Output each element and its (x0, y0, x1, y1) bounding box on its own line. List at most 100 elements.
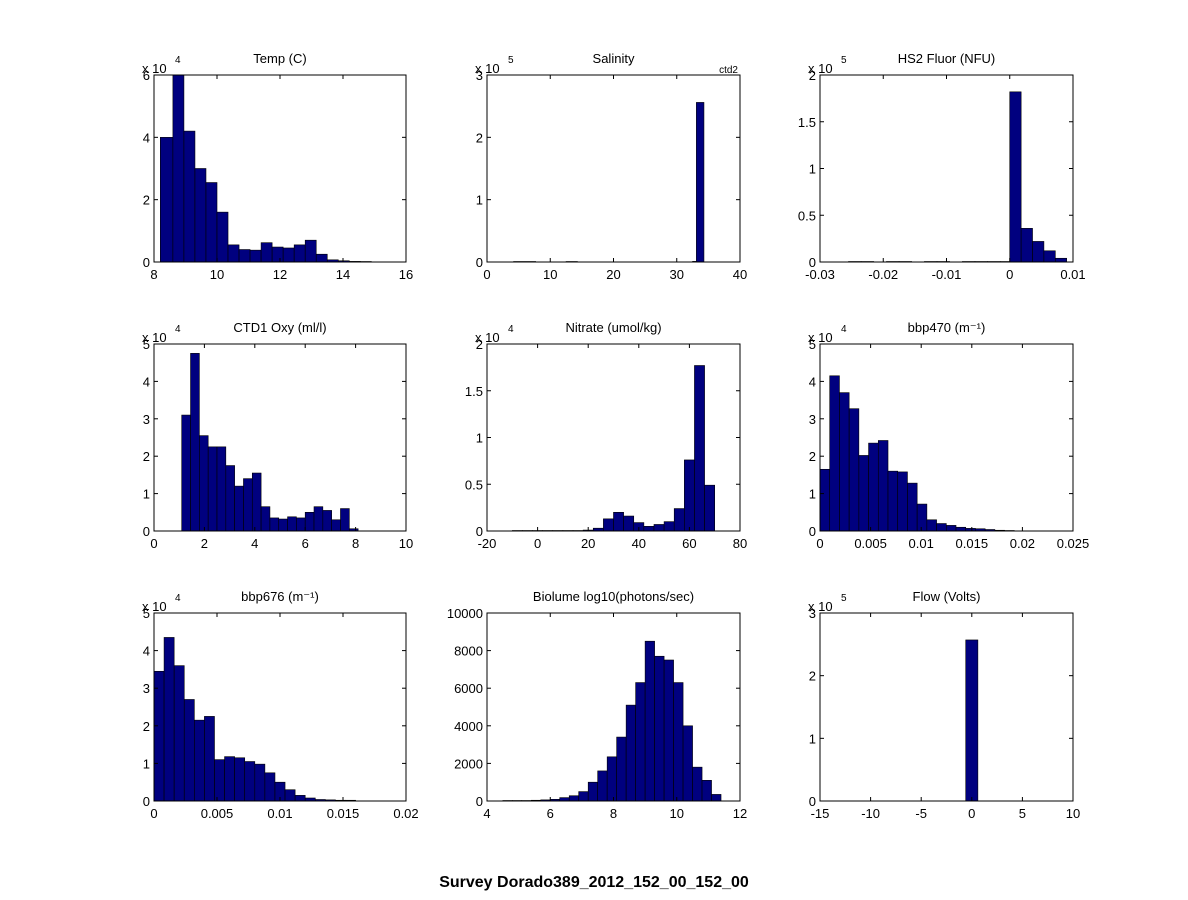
y-tick-label: 1 (476, 193, 483, 208)
y-tick-label: 0 (476, 255, 483, 270)
histogram-bar (1032, 241, 1045, 263)
histogram-panel-2: 0 10 20 30 40 0 1 2 3x 10 5 Salinity ctd2 (475, 51, 747, 282)
histogram-bar (568, 795, 580, 802)
histogram-bar (251, 472, 262, 532)
histogram-bar (559, 797, 570, 802)
y-tick-label: 3 (143, 681, 150, 696)
y-tick-label: 0 (143, 524, 150, 539)
y-tick-label: 4000 (454, 719, 483, 734)
x-tick-label: 0.015 (956, 536, 989, 551)
histogram-bar (313, 506, 324, 532)
x-tick-label: 4 (251, 536, 258, 551)
y-tick-label: 0 (809, 524, 816, 539)
y-tick-label: 1 (143, 756, 150, 771)
x-tick-label: 0 (150, 806, 157, 821)
y-tick-label: 0 (476, 524, 483, 539)
y-tick-label: 4 (143, 130, 150, 145)
histogram-bar (227, 244, 240, 263)
histogram-bar (304, 511, 315, 532)
panel-title: bbp470 (m⁻¹) (908, 320, 986, 335)
y-tick-label: 4 (143, 644, 150, 659)
x-tick-label: 4 (483, 806, 490, 821)
panel-title: Temp (C) (253, 51, 306, 66)
y-tick-label: 6000 (454, 681, 483, 696)
figure-suptitle: Survey Dorado389_2012_152_00_152_00 (439, 874, 749, 891)
x-tick-label: 0 (483, 267, 490, 282)
histogram-bar (296, 517, 306, 532)
histogram-bar (965, 639, 979, 802)
histogram-bar (238, 249, 251, 263)
axes-box (153, 343, 407, 532)
histogram-bar (839, 392, 850, 532)
histogram-bar (194, 168, 207, 263)
histogram-bar (616, 736, 627, 802)
histogram-bar (278, 518, 288, 532)
axes-box (819, 612, 1074, 802)
x-tick-label: 10 (399, 536, 413, 551)
histogram-bar (692, 766, 703, 802)
x-tick-label: 2 (201, 536, 208, 551)
panel-title: Salinity (593, 51, 635, 66)
histogram-bar (204, 716, 215, 802)
y-exponent-power: 5 (841, 593, 847, 604)
histogram-bar (643, 526, 655, 532)
axes-box (819, 343, 1074, 532)
histogram-bar (829, 375, 840, 532)
y-exponent-power: 4 (841, 324, 847, 335)
y-tick-label: 1.5 (465, 384, 483, 399)
histogram-bar (635, 682, 646, 802)
y-tick-label: 2 (809, 449, 816, 464)
x-tick-label: 60 (682, 536, 696, 551)
histogram-panel-8: 4 6 8 10 12 0 2000 4000 6000 8000 10000 Biolume log… (447, 589, 747, 821)
histogram-bar (1043, 250, 1056, 263)
histogram-bar (160, 137, 174, 263)
histogram-bar (711, 794, 722, 802)
histogram-bar (271, 246, 284, 263)
y-tick-label: 2 (143, 193, 150, 208)
histogram-bar (340, 508, 350, 532)
y-exponent-power: 4 (508, 324, 514, 335)
y-exponent-label: x 10 (142, 330, 167, 345)
y-tick-label: 5 (809, 337, 816, 352)
x-tick-label: 0.02 (1010, 536, 1035, 551)
x-tick-label: 0 (1006, 267, 1013, 282)
histogram-bar (205, 182, 218, 263)
histogram-bar (243, 478, 253, 532)
axes-box (819, 74, 1074, 263)
histogram-bar (234, 757, 246, 802)
y-tick-label: 0.5 (465, 477, 483, 492)
y-tick-label: 1 (809, 731, 816, 746)
panel-title: bbp676 (m⁻¹) (241, 589, 319, 604)
x-tick-label: 8 (610, 806, 617, 821)
y-tick-label: 3 (809, 412, 816, 427)
x-tick-label: 80 (733, 536, 747, 551)
x-tick-label: 30 (670, 267, 684, 282)
histogram-bar (244, 761, 256, 802)
panel-title: Nitrate (umol/kg) (565, 320, 661, 335)
histogram-bar (183, 699, 195, 802)
histogram-bar (172, 74, 185, 263)
x-tick-label: 0 (534, 536, 541, 551)
x-tick-label: 0 (150, 536, 157, 551)
y-tick-label: 4 (809, 374, 816, 389)
x-tick-label: 0.005 (854, 536, 887, 551)
histogram-bar (183, 130, 196, 263)
histogram-bar (916, 503, 928, 532)
y-tick-label: 2 (809, 68, 816, 83)
x-tick-label: 5 (1019, 806, 1026, 821)
histogram-bar (868, 442, 879, 532)
y-tick-label: 5 (143, 606, 150, 621)
y-exponent-label: x 10 (808, 330, 833, 345)
histogram-bar (207, 446, 218, 532)
histogram-bar (597, 770, 608, 802)
x-tick-label: -5 (915, 806, 927, 821)
y-tick-label: 8000 (454, 644, 483, 659)
x-tick-label: -10 (861, 806, 880, 821)
y-tick-label: 6 (143, 68, 150, 83)
x-tick-label: 0.01 (267, 806, 292, 821)
histogram-bar (848, 408, 860, 532)
x-tick-label: 10 (543, 267, 557, 282)
histogram-bar (682, 725, 693, 802)
histogram-bar (877, 440, 889, 532)
y-exponent-power: 4 (175, 324, 181, 335)
